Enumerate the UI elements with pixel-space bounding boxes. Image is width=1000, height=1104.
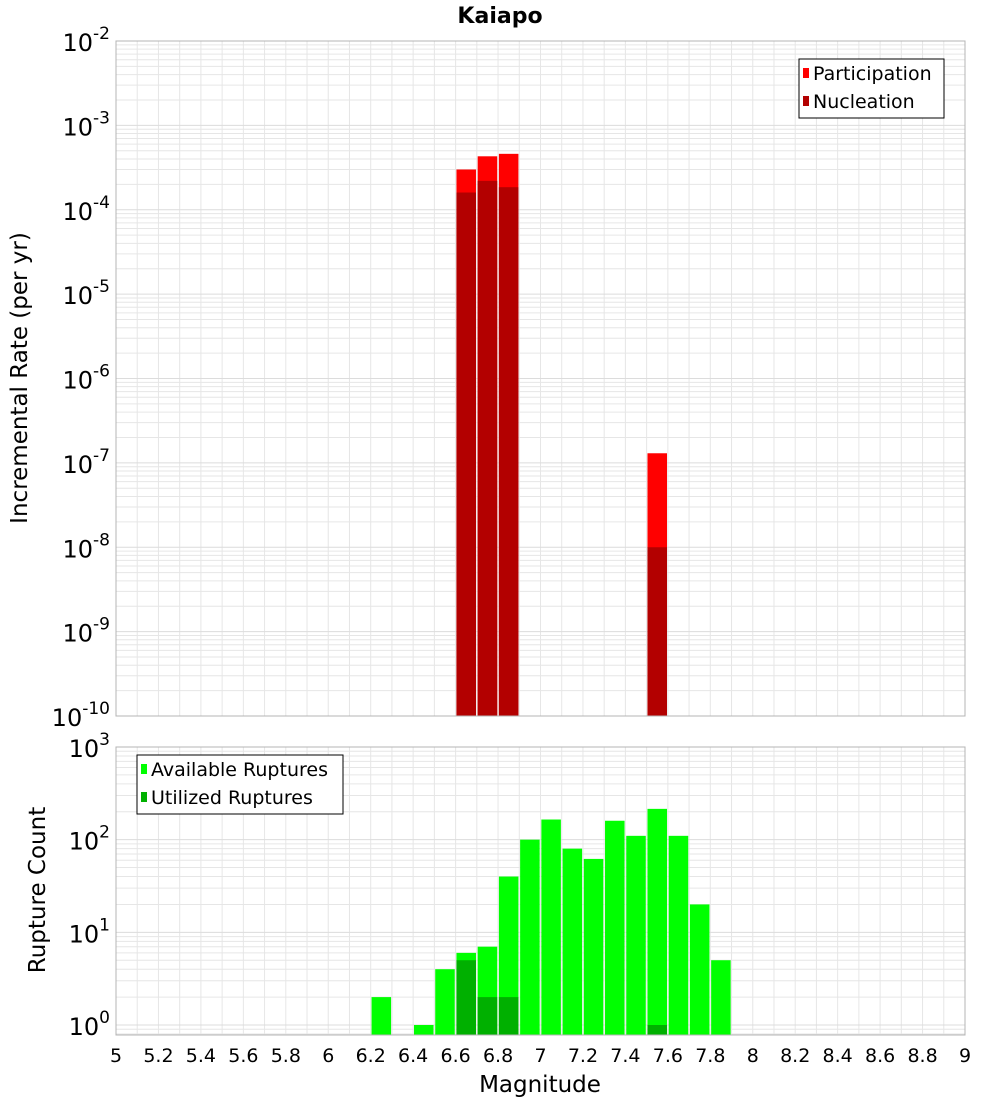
bottom-bar-series-1 xyxy=(711,960,731,1035)
x-tick-label: 6.8 xyxy=(483,1045,513,1067)
bottom-y-tick-label: 103 xyxy=(69,730,110,763)
bottom-y-axis-label: Rupture Count xyxy=(25,807,51,973)
x-tick-label: 6.2 xyxy=(356,1045,386,1067)
legend-swatch xyxy=(141,764,147,774)
legend-label: Available Ruptures xyxy=(151,759,328,781)
x-tick-label: 7 xyxy=(534,1045,546,1067)
x-tick-label: 5.6 xyxy=(228,1045,258,1067)
bottom-panel: 100 101 102 103 Available Ruptures Utilized R… xyxy=(69,730,966,1041)
legend-label: Nucleation xyxy=(813,91,915,113)
x-tick-label: 7.4 xyxy=(610,1045,640,1067)
legend-box xyxy=(136,754,344,815)
bottom-bar-series-1 xyxy=(689,904,710,1035)
legend-swatch xyxy=(141,792,147,802)
top-bar-series-2 xyxy=(456,192,476,717)
bottom-bar-series-1 xyxy=(668,835,689,1035)
x-tick-label: 5 xyxy=(110,1045,122,1067)
bottom-bar-series-1 xyxy=(413,1025,434,1035)
bottom-bar-series-2 xyxy=(456,960,476,1035)
top-y-tick-label: 10-4 xyxy=(63,193,111,226)
top-legend: Participation Nucleation xyxy=(798,58,945,119)
bottom-y-tick-label: 102 xyxy=(69,823,110,856)
x-tick-label: 7.6 xyxy=(653,1045,683,1067)
bottom-bar-series-1 xyxy=(435,969,455,1035)
top-y-axis-label: Incremental Rate (per yr) xyxy=(7,232,33,524)
bottom-y-tick-label: 101 xyxy=(69,915,110,948)
bottom-bar-series-1 xyxy=(605,820,625,1035)
top-y-tick-label: 10-7 xyxy=(63,446,111,479)
top-plot-frame xyxy=(115,40,966,717)
x-tick-label: 8.6 xyxy=(865,1045,895,1067)
x-axis-label: Magnitude xyxy=(479,1072,601,1098)
x-tick-label: 6 xyxy=(322,1045,334,1067)
bottom-y-tick-label: 100 xyxy=(69,1008,110,1041)
chart-title: Kaiapo xyxy=(457,4,542,29)
top-y-tick-label: 10-8 xyxy=(63,530,111,563)
bottom-bar-series-1 xyxy=(541,819,561,1035)
bottom-bar-series-2 xyxy=(498,997,519,1035)
legend-box xyxy=(798,58,945,119)
x-tick-label: 6.4 xyxy=(398,1045,428,1067)
x-tick-label: 6.6 xyxy=(440,1045,470,1067)
top-bar-series-2 xyxy=(647,547,668,716)
x-tick-label: 8 xyxy=(747,1045,759,1067)
legend-label: Utilized Ruptures xyxy=(151,787,313,809)
top-y-tick-label: 10-6 xyxy=(63,362,111,395)
x-tick-label: 5.8 xyxy=(271,1045,301,1067)
bottom-bar-series-1 xyxy=(520,839,540,1035)
x-tick-label: 8.4 xyxy=(823,1045,853,1067)
top-y-tick-label: 10-2 xyxy=(63,24,111,57)
x-tick-label: 5.2 xyxy=(143,1045,173,1067)
top-panel: 10-10 10-9 10-8 10-7 10-6 10-5 10-4 10-3 10-2 Par… xyxy=(52,24,966,732)
legend-swatch xyxy=(803,96,809,106)
top-bar-series-2 xyxy=(477,180,498,716)
bottom-bar-series-2 xyxy=(647,1025,668,1035)
x-tick-label: 7.2 xyxy=(568,1045,598,1067)
top-grid xyxy=(115,40,966,717)
bottom-legend: Available Ruptures Utilized Ruptures xyxy=(136,754,344,815)
top-y-tick-label: 10-9 xyxy=(63,615,111,648)
bottom-bar-series-1 xyxy=(498,876,519,1035)
x-tick-label: 9 xyxy=(959,1045,971,1067)
top-y-tick-label: 10-3 xyxy=(63,108,111,141)
bottom-bar-series-2 xyxy=(477,997,498,1035)
top-y-tick-label: 10-5 xyxy=(63,277,111,310)
top-y-tick-label: 10-10 xyxy=(52,699,110,732)
x-tick-labels: 5 5.2 5.4 5.6 5.8 6 6.2 6.4 6.6 6.8 7 7.2 7.4 7.6 7.8 8… xyxy=(110,1045,971,1067)
x-tick-label: 7.8 xyxy=(695,1045,725,1067)
x-tick-label: 5.4 xyxy=(186,1045,216,1067)
bottom-bar-series-1 xyxy=(562,848,583,1035)
bottom-bar-series-1 xyxy=(626,835,646,1035)
x-tick-label: 8.2 xyxy=(780,1045,810,1067)
legend-swatch xyxy=(803,68,809,78)
bottom-bar-series-1 xyxy=(371,997,392,1035)
bottom-bar-series-1 xyxy=(583,858,604,1035)
x-tick-label: 8.8 xyxy=(907,1045,937,1067)
bottom-plot-frame xyxy=(115,746,966,1036)
top-bar-series-2 xyxy=(498,187,519,716)
bottom-bar-series-1 xyxy=(647,808,668,1035)
legend-label: Participation xyxy=(813,63,932,85)
